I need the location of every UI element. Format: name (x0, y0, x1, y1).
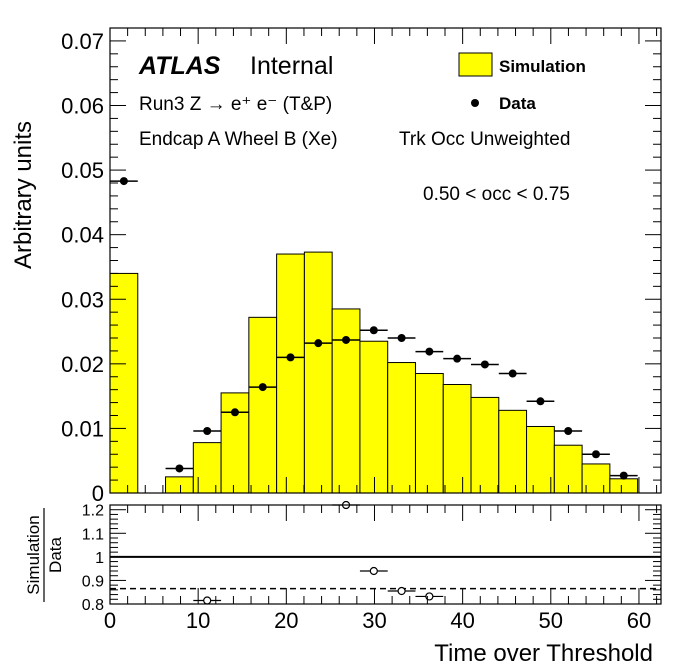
y-tick-label: 0.01 (61, 416, 104, 441)
data-point (397, 334, 406, 342)
ratio-y-label: Simulation Data (24, 508, 65, 602)
simulation-histogram (109, 251, 639, 494)
y-tick-label: 0.05 (61, 158, 104, 183)
y-tick-label: 0 (92, 481, 104, 506)
x-axis-label: Time over Threshold (434, 640, 653, 667)
x-tick-label: 10 (186, 608, 210, 633)
y-tick-label: 0.03 (61, 287, 104, 312)
simulation-bar (303, 251, 333, 494)
ratio-points (193, 500, 444, 605)
x-tick-label: 30 (362, 608, 386, 633)
data-point (286, 353, 295, 362)
data-point (591, 450, 600, 459)
ratio-y-tick-label: 0.8 (82, 597, 104, 614)
ratio-point (369, 566, 378, 576)
data-point (175, 464, 184, 473)
y-tick-label: 0.04 (61, 223, 104, 248)
simulation-bar (526, 425, 555, 494)
data-point (536, 397, 545, 406)
data-point (564, 427, 573, 435)
ratio-panel: 0.8 0.9 1 1.1 1.2 0 10 20 30 40 50 60 Simulation D… (24, 500, 662, 667)
data-points (110, 177, 638, 480)
simulation-bar (192, 442, 222, 494)
legend-simulation-label: Simulation (499, 57, 586, 76)
data-point (480, 360, 489, 369)
legend-data-marker (471, 99, 479, 107)
atlas-label: ATLAS (138, 52, 221, 80)
y-tick-label: 0.07 (61, 29, 104, 54)
ratio-point (203, 596, 212, 605)
main-x-ticks (109, 28, 658, 493)
data-point (203, 427, 212, 435)
ratio-y-numerator: Simulation (24, 515, 43, 594)
main-panel: 0 0.01 0.02 0.03 0.04 0.05 0.06 0.07 Arbitrary … (10, 27, 662, 506)
data-point (314, 339, 323, 348)
simulation-bar (165, 476, 194, 494)
simulation-bar (109, 272, 139, 494)
ratio-y-tick-label: 0.9 (82, 573, 104, 590)
x-axis: 0 10 20 30 40 50 60 (104, 505, 658, 633)
main-y-axis: 0 0.01 0.02 0.03 0.04 0.05 0.06 0.07 (61, 27, 661, 506)
simulation-bar (609, 478, 639, 494)
simulation-bar (498, 409, 528, 494)
region-label: Endcap A Wheel B (Xe) (139, 129, 338, 150)
process-label: Run3 Z → e⁺ e⁻ (T&P) (139, 94, 332, 115)
data-point (369, 326, 378, 335)
simulation-bar (359, 340, 389, 494)
ratio-point (397, 586, 406, 596)
simulation-bar (414, 373, 444, 494)
data-point (619, 471, 628, 480)
data-point (119, 177, 128, 186)
x-tick-label: 0 (104, 608, 116, 633)
ratio-panel-frame (109, 504, 662, 605)
data-point (508, 369, 517, 378)
y-tick-label: 0.06 (61, 94, 104, 119)
y-tick-label: 0.02 (61, 352, 104, 377)
ratio-y-tick-label: 1 (95, 550, 104, 567)
simulation-bar (442, 384, 472, 494)
data-point (230, 408, 239, 417)
y-axis-label: Arbitrary units (10, 121, 37, 269)
legend: Simulation Data (458, 52, 586, 113)
simulation-bar (220, 392, 250, 494)
simulation-bar (248, 316, 278, 494)
ratio-y-tick-label: 1.2 (82, 503, 104, 520)
simulation-bar (470, 396, 500, 494)
ratio-y-tick-label: 1.1 (82, 526, 104, 543)
occupancy-label: 0.50 < occ < 0.75 (423, 184, 570, 205)
weighting-label: Trk Occ Unweighted (399, 129, 570, 150)
legend-simulation-swatch (458, 52, 493, 77)
x-tick-label: 40 (450, 608, 474, 633)
ratio-y-denominator: Data (46, 537, 65, 573)
data-point (342, 335, 351, 344)
legend-data-label: Data (499, 94, 536, 113)
data-point (453, 354, 462, 363)
simulation-bar (276, 253, 305, 494)
simulation-bar (387, 362, 416, 494)
ratio-y-axis: 0.8 0.9 1 1.1 1.2 (82, 503, 661, 614)
internal-label: Internal (250, 52, 333, 80)
data-point (425, 347, 434, 356)
data-point (258, 383, 267, 392)
x-tick-label: 60 (627, 608, 651, 633)
x-tick-label: 50 (539, 608, 563, 633)
x-tick-label: 20 (274, 608, 298, 633)
